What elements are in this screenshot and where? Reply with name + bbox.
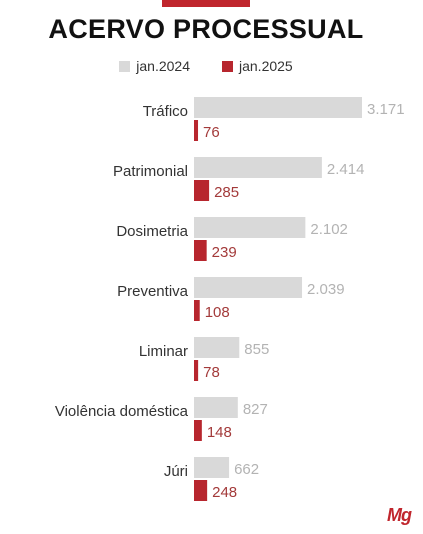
- value-label-2025: 108: [205, 304, 230, 321]
- legend: jan.2024 jan.2025: [0, 58, 412, 74]
- bar-2025: [194, 480, 208, 501]
- bar-2025: [194, 120, 199, 141]
- bar-2024: [194, 397, 238, 418]
- value-label-2024: 2.039: [307, 281, 345, 298]
- value-label-2024: 3.171: [367, 101, 405, 118]
- bar-2025: [194, 360, 199, 381]
- value-label-2025: 239: [212, 244, 237, 261]
- bar-2025: [194, 300, 200, 321]
- value-label-2025: 248: [212, 484, 237, 501]
- category-label: Liminar: [139, 343, 188, 360]
- value-label-2024: 827: [243, 401, 268, 418]
- category-label: Júri: [164, 463, 188, 480]
- category-label: Dosimetria: [116, 223, 188, 240]
- bar-2024: [194, 97, 362, 118]
- category-label: Patrimonial: [113, 163, 188, 180]
- value-label-2024: 855: [244, 341, 269, 358]
- bar-2024: [194, 157, 322, 178]
- bar-2025: [194, 240, 207, 261]
- value-label-2024: 2.414: [327, 161, 365, 178]
- value-label-2024: 2.102: [310, 221, 348, 238]
- bar-2024: [194, 277, 303, 298]
- legend-swatch-2025: [222, 60, 233, 72]
- legend-label-2024: jan.2024: [136, 58, 190, 74]
- legend-item-2025: jan.2025: [222, 58, 293, 74]
- bar-2025: [194, 420, 202, 441]
- bar-2025: [194, 180, 210, 201]
- value-label-2025: 148: [207, 424, 232, 441]
- bar-2024: [194, 457, 230, 478]
- chart-title: ACERVO PROCESSUAL: [48, 14, 364, 44]
- value-label-2025: 78: [203, 364, 220, 381]
- logo: Mg: [387, 505, 412, 525]
- value-label-2025: 76: [203, 124, 220, 141]
- bar-2024: [194, 217, 306, 238]
- value-label-2025: 285: [214, 184, 239, 201]
- category-label: Tráfico: [143, 103, 188, 120]
- bar-2024: [194, 337, 240, 358]
- top-accent-bar: [162, 0, 250, 7]
- legend-swatch-2024: [119, 60, 131, 72]
- legend-item-2024: jan.2024: [119, 58, 190, 74]
- category-label: Preventiva: [117, 283, 189, 300]
- value-label-2024: 662: [234, 461, 259, 478]
- legend-label-2025: jan.2025: [239, 58, 293, 74]
- category-label: Violência doméstica: [55, 403, 189, 420]
